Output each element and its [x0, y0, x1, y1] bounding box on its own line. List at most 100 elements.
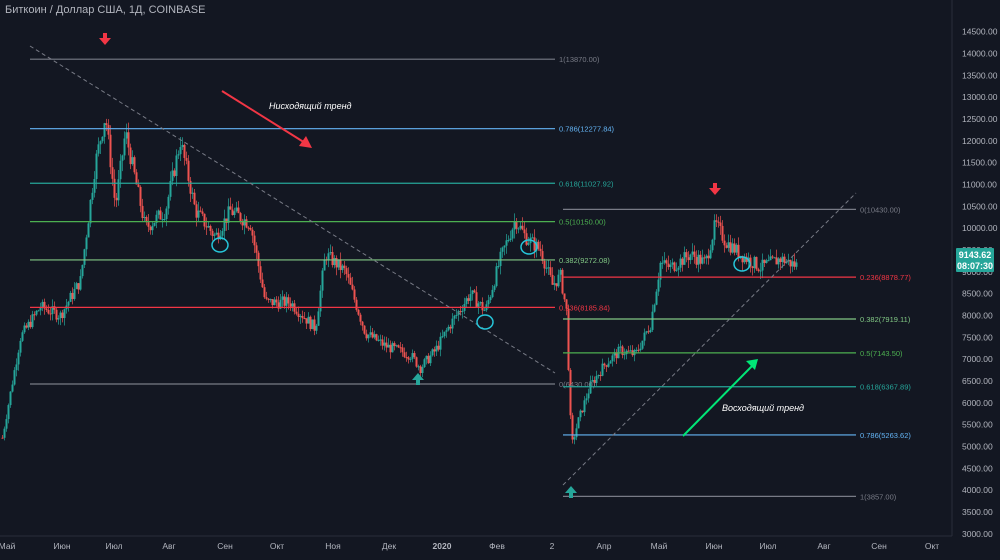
time-axis[interactable]: Май Июн Июл Авг Сен Окт Ноя Дек 2020 Фев 2 Апр Май Ию…: [0, 535, 952, 551]
candle-body: [323, 259, 326, 271]
candle-body: [661, 262, 664, 264]
candle-body: [181, 144, 184, 148]
candle-body: [743, 256, 746, 263]
candle-body: [47, 309, 50, 314]
time-axis-label: Апр: [597, 541, 612, 551]
candle-body: [275, 299, 278, 303]
candle-body: [359, 314, 362, 322]
fib-uptrend-level-label: 0.786(5263.62): [860, 431, 911, 440]
candle-body: [413, 353, 416, 358]
candle-body: [571, 415, 574, 440]
candle-body: [355, 299, 358, 310]
price-axis-label: 6500.00: [962, 376, 993, 386]
candle-body: [395, 345, 398, 347]
candle-body: [197, 210, 200, 218]
candle-body: [371, 332, 374, 338]
fib-uptrend-level-label: 0.236(8878.77): [860, 273, 911, 282]
candle-body: [217, 232, 220, 240]
candle-body: [777, 258, 780, 265]
candle-body: [73, 288, 76, 299]
candle-body: [315, 325, 318, 331]
candle-body: [415, 357, 418, 367]
candle-body: [627, 350, 630, 352]
candle-body: [405, 357, 408, 359]
candle-body: [791, 261, 794, 267]
candle-body: [299, 315, 302, 317]
candle-body: [247, 227, 250, 229]
candle-body: [177, 154, 180, 156]
fib-downtrend-level-label: 0.618(11027.92): [559, 179, 614, 188]
time-axis-label: Окт: [925, 541, 939, 551]
candle-body: [379, 339, 382, 341]
candle-body: [417, 366, 420, 368]
candle-body: [555, 283, 558, 287]
candle-body: [575, 428, 578, 438]
candle-body: [295, 311, 298, 314]
candle-body: [543, 260, 546, 269]
candle-body: [765, 260, 768, 263]
candle-body: [241, 221, 244, 226]
candle-body: [465, 298, 468, 305]
candle-body: [169, 180, 172, 197]
candle-body: [211, 230, 214, 236]
candle-body: [641, 340, 644, 349]
candle-body: [29, 321, 32, 328]
candle-body: [351, 284, 354, 290]
candle-body: [519, 225, 522, 229]
price-axis-label: 4000.00: [962, 485, 993, 495]
candle-body: [521, 225, 524, 230]
candle-body: [245, 219, 248, 228]
time-axis-label: Май: [0, 541, 16, 551]
candle-body: [467, 298, 470, 301]
candle-body: [597, 375, 600, 377]
overlays-layer: Нисходящий тренд Восходящий тренд: [29, 33, 857, 498]
time-axis-label: Июл: [759, 541, 776, 551]
candle-body: [731, 243, 734, 253]
candle-body: [69, 292, 72, 302]
candle-body: [31, 314, 34, 328]
candle-body: [723, 240, 726, 246]
candle-body: [397, 345, 400, 348]
candle-body: [585, 398, 588, 401]
candle-body: [305, 318, 308, 324]
candle-body: [3, 428, 6, 438]
arrow-down-marker-icon: [99, 33, 111, 45]
candle-body: [339, 259, 342, 271]
candle-body: [83, 249, 86, 265]
candle-body: [125, 132, 128, 139]
candle-body: [191, 192, 194, 194]
candle-body: [167, 196, 170, 209]
candle-body: [291, 303, 294, 307]
candle-body: [605, 365, 608, 367]
candle-body: [265, 297, 268, 299]
price-axis-label: 5500.00: [962, 420, 993, 430]
candle-body: [233, 211, 236, 216]
time-axis-label: Сен: [871, 541, 887, 551]
support-circle: [733, 256, 751, 272]
candle-body: [755, 256, 758, 270]
candle-body: [349, 277, 352, 285]
fib-uptrend-level-label: 0.382(7919.11): [860, 315, 911, 324]
candle-body: [399, 347, 402, 349]
candle-body: [407, 357, 410, 360]
candle-body: [557, 274, 560, 287]
candle-body: [549, 267, 552, 275]
candle-body: [209, 225, 212, 231]
candle-body: [551, 274, 554, 285]
candle-body: [609, 361, 612, 364]
candle-body: [783, 256, 786, 264]
candle-body: [779, 258, 782, 262]
candle-body: [279, 299, 282, 309]
candle-body: [127, 132, 130, 148]
candle-body: [601, 363, 604, 376]
time-axis-label: Авг: [162, 541, 175, 551]
candle-body: [565, 299, 568, 309]
uptrend-label: Восходящий тренд: [722, 403, 804, 413]
candle-body: [709, 250, 712, 259]
candle-body: [643, 332, 646, 341]
candle-body: [707, 255, 710, 259]
candle-body: [333, 258, 336, 266]
candle-body: [89, 199, 92, 224]
